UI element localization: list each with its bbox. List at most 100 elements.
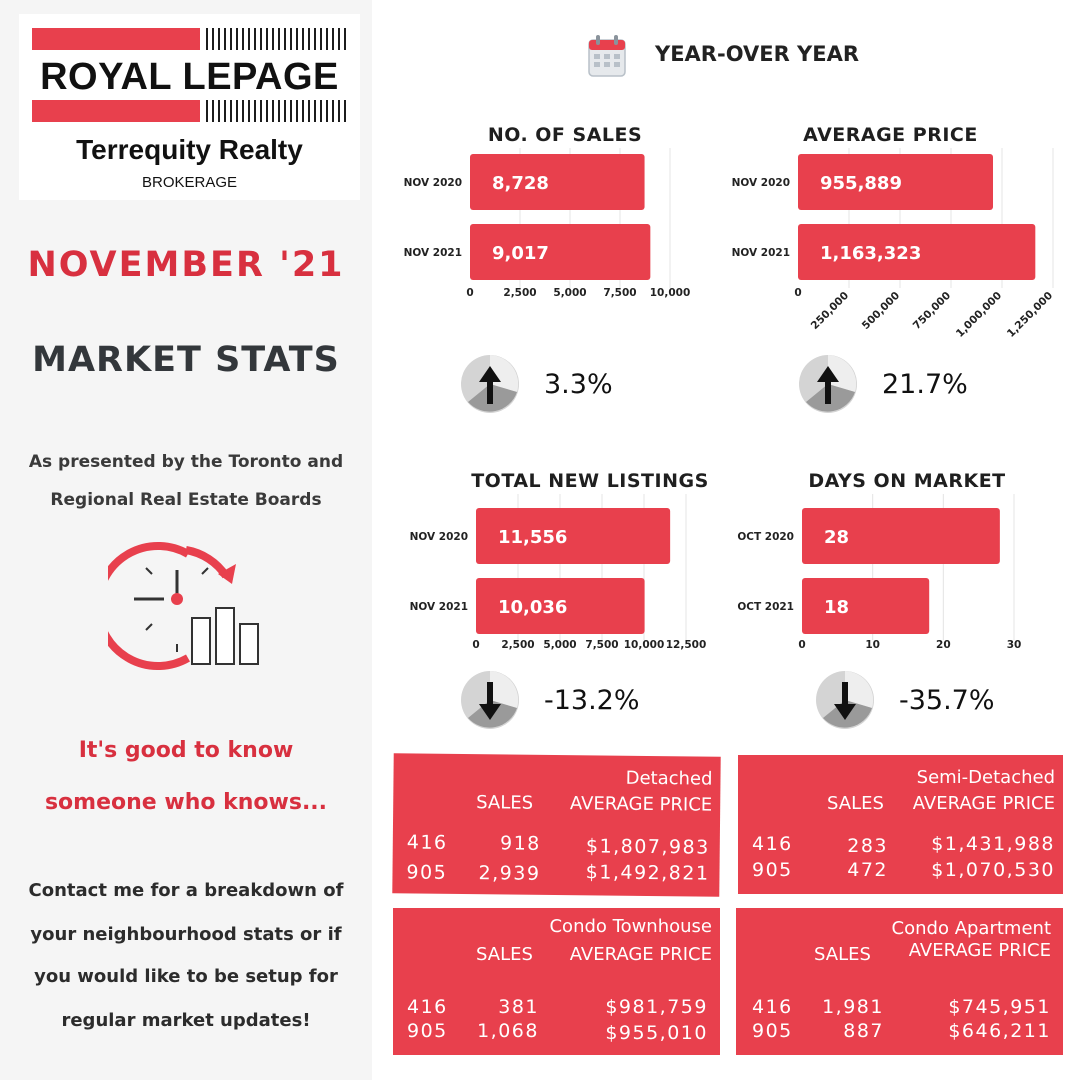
calendar-icon bbox=[588, 35, 626, 77]
category-box-detached: Detached SALES AVERAGE PRICE 416 918 $1,… bbox=[392, 753, 721, 897]
tick-label: 5,000 bbox=[553, 287, 586, 299]
clock-chart-icon bbox=[108, 542, 259, 670]
area-905-label: 905 bbox=[407, 1020, 448, 1042]
logo-red-stripe-bottom bbox=[32, 100, 200, 122]
average-price-header: AVERAGE PRICE bbox=[569, 793, 713, 816]
logo-red-stripe-top bbox=[32, 28, 200, 50]
tick-label: 1,000,000 bbox=[954, 290, 1004, 340]
price-416-value: $1,807,983 bbox=[585, 835, 710, 859]
category-name: Condo Apartment bbox=[891, 918, 1051, 939]
arrow-down-icon bbox=[461, 671, 519, 729]
contact-line-2: your neighbourhood stats or if bbox=[30, 924, 342, 945]
average-price-header: AVERAGE PRICE bbox=[569, 944, 712, 965]
sales-header: SALES bbox=[827, 793, 884, 814]
sales-905-value: 2,939 bbox=[478, 862, 541, 885]
sales-header: SALES bbox=[476, 792, 534, 814]
tick-label: 0 bbox=[794, 287, 801, 299]
price-905-value: $1,070,530 bbox=[931, 859, 1055, 881]
tick-label: 30 bbox=[1007, 639, 1022, 651]
contact-line-3: you would like to be setup for bbox=[34, 966, 338, 987]
tick-label: 10,000 bbox=[650, 287, 691, 299]
bar-value-label: 8,728 bbox=[492, 173, 549, 194]
logo-barcode-bottom bbox=[206, 100, 348, 122]
bar-value-label: 955,889 bbox=[820, 173, 902, 194]
chart-average-price: AVERAGE PRICE 955,889 NOV 2020 1,163,323 NO… bbox=[720, 120, 1065, 340]
change-percent: 3.3% bbox=[544, 368, 613, 400]
change-average-price: 21.7% bbox=[798, 354, 968, 414]
tick-label: 250,000 bbox=[809, 290, 851, 332]
tick-label: 12,500 bbox=[666, 639, 707, 651]
chart-title: DAYS ON MARKET bbox=[808, 470, 1006, 492]
area-905-label: 905 bbox=[406, 861, 448, 884]
category-label: NOV 2020 bbox=[404, 177, 462, 189]
sales-header: SALES bbox=[814, 944, 871, 965]
change-days-on-market: -35.7% bbox=[815, 670, 995, 730]
logo-brokerage: BROKERAGE bbox=[141, 174, 238, 191]
bar-value-label: 10,036 bbox=[498, 597, 567, 618]
category-box-condo-townhouse: Condo Townhouse SALES AVERAGE PRICE 416 … bbox=[393, 908, 720, 1055]
price-905-value: $955,010 bbox=[605, 1022, 708, 1044]
tick-label: 20 bbox=[936, 639, 951, 651]
tagline-line-1: It's good to know bbox=[78, 738, 294, 763]
tick-label: 2,500 bbox=[501, 639, 534, 651]
bar bbox=[476, 508, 671, 564]
category-label: NOV 2021 bbox=[410, 601, 468, 613]
sales-416-value: 381 bbox=[498, 996, 539, 1018]
category-name: Condo Townhouse bbox=[549, 916, 712, 937]
sales-416-value: 1,981 bbox=[822, 996, 884, 1018]
change-percent: 21.7% bbox=[882, 368, 968, 400]
sales-416-value: 283 bbox=[847, 835, 888, 857]
bar bbox=[802, 508, 1000, 564]
area-905-label: 905 bbox=[752, 1020, 793, 1042]
tick-label: 10,000 bbox=[624, 639, 665, 651]
market-stats-heading: MARKET STATS bbox=[32, 340, 340, 380]
sales-905-value: 1,068 bbox=[477, 1020, 539, 1042]
area-416-label: 416 bbox=[407, 996, 448, 1018]
sales-header: SALES bbox=[476, 944, 533, 965]
category-label: NOV 2021 bbox=[732, 247, 790, 259]
arrow-up-icon bbox=[461, 355, 519, 413]
chart-title: TOTAL NEW LISTINGS bbox=[471, 470, 709, 492]
presented-by-line-1: As presented by the Toronto and bbox=[28, 452, 344, 472]
tick-label: 7,500 bbox=[603, 287, 636, 299]
change-percent: -13.2% bbox=[544, 684, 640, 716]
category-box-condo-apartment: Condo Apartment SALES AVERAGE PRICE 416 … bbox=[736, 908, 1063, 1055]
brand-logo: ROYAL LEPAGE Terrequity Realty BROKERAGE bbox=[19, 14, 360, 200]
tick-label: 2,500 bbox=[503, 287, 536, 299]
chart-title: AVERAGE PRICE bbox=[803, 124, 978, 146]
year-over-year-title: YEAR-OVER YEAR bbox=[655, 42, 860, 66]
price-905-value: $646,211 bbox=[948, 1020, 1051, 1042]
logo-office-name: Terrequity Realty bbox=[76, 134, 303, 165]
bar bbox=[470, 154, 645, 210]
chart-days-on-market: DAYS ON MARKET 28 OCT 2020 18 OCT 2021 0 10 20… bbox=[720, 466, 1065, 666]
bar-value-label: 11,556 bbox=[498, 527, 567, 548]
bar-value-label: 9,017 bbox=[492, 243, 549, 264]
chart-svg: 8,728 NOV 2020 9,017 NOV 2021 0 2,500 5,000 7,5… bbox=[404, 148, 691, 299]
contact-line-1: Contact me for a breakdown of bbox=[28, 880, 344, 901]
category-label: OCT 2020 bbox=[737, 531, 794, 543]
category-name: Semi-Detached bbox=[916, 767, 1055, 788]
category-box-semi-detached: Semi-Detached SALES AVERAGE PRICE 416 28… bbox=[738, 755, 1063, 894]
tick-label: 500,000 bbox=[860, 290, 902, 332]
chart-svg: 28 OCT 2020 18 OCT 2021 0 10 20 30 bbox=[737, 494, 1022, 651]
contact-line-4: regular market updates! bbox=[61, 1010, 311, 1031]
logo-brand-name: ROYAL LEPAGE bbox=[40, 56, 339, 98]
tick-label: 0 bbox=[466, 287, 473, 299]
month-title: NOVEMBER '21 bbox=[27, 245, 345, 285]
chart-total-new-listings: TOTAL NEW LISTINGS 11,556 NOV 2020 10,036 N… bbox=[390, 466, 720, 666]
bar bbox=[470, 224, 651, 280]
tick-label: 7,500 bbox=[585, 639, 618, 651]
presented-by-line-2: Regional Real Estate Boards bbox=[50, 490, 322, 510]
bar-value-label: 28 bbox=[824, 527, 849, 548]
change-sales: 3.3% bbox=[460, 354, 613, 414]
change-new-listings: -13.2% bbox=[460, 670, 640, 730]
category-label: OCT 2021 bbox=[737, 601, 794, 613]
bar-value-label: 1,163,323 bbox=[820, 243, 921, 264]
area-416-label: 416 bbox=[752, 996, 793, 1018]
tick-label: 0 bbox=[472, 639, 479, 651]
price-416-value: $745,951 bbox=[948, 996, 1051, 1018]
bar bbox=[476, 578, 645, 634]
arrow-down-icon bbox=[816, 671, 874, 729]
sales-905-value: 472 bbox=[847, 859, 888, 881]
area-416-label: 416 bbox=[752, 833, 793, 855]
